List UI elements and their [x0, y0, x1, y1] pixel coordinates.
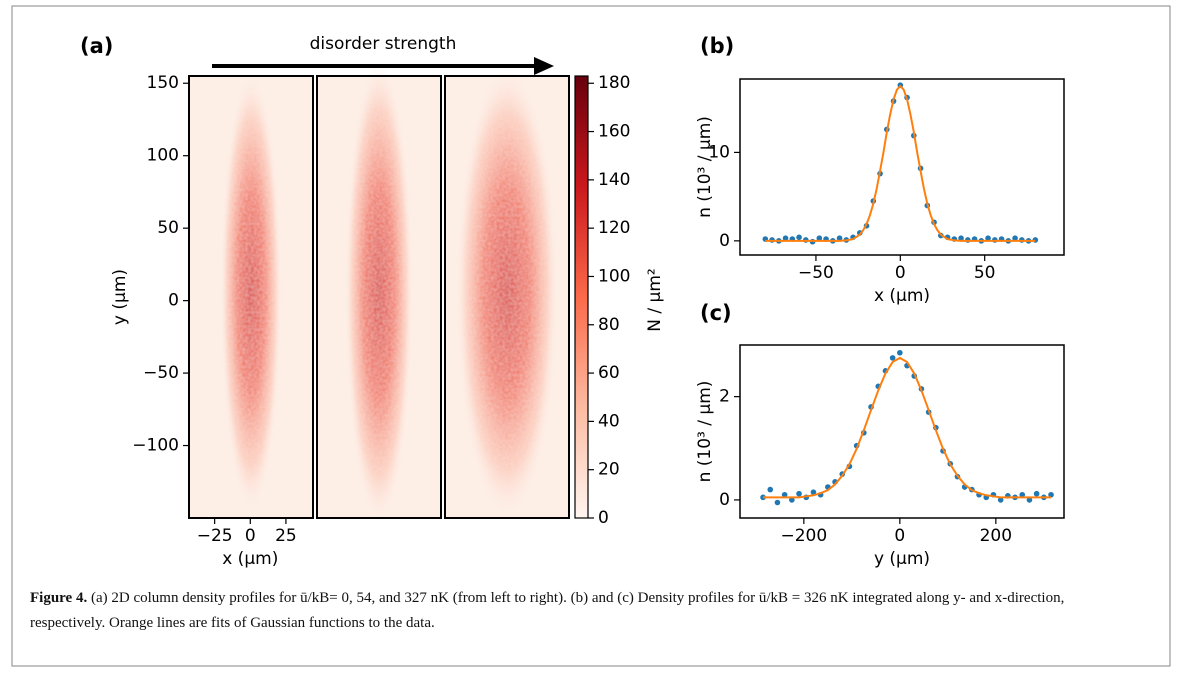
atom-cloud [345, 60, 413, 524]
colorbar-tick-label: 100 [598, 266, 630, 286]
fit-line [765, 84, 1036, 242]
colorbar-tick-label: 120 [598, 218, 630, 238]
panel-label: (a) [80, 34, 113, 58]
panel-label: (c) [700, 301, 732, 325]
data-point [816, 235, 823, 241]
y-tick-label: 10 [708, 142, 730, 162]
data-point [1026, 497, 1033, 503]
y-tick-label: 100 [147, 146, 179, 166]
data-point [836, 235, 843, 241]
image-frame [316, 75, 442, 519]
x-axis-label: x (µm) [874, 286, 930, 306]
data-point [774, 499, 781, 506]
data-point [897, 349, 903, 356]
data-point [1019, 491, 1026, 498]
data-point [985, 235, 991, 241]
y-tick-label: 150 [147, 73, 179, 93]
colorbar-tick-label: 180 [598, 73, 630, 93]
x-axis-label: x (µm) [222, 549, 278, 569]
data-point [1012, 235, 1018, 241]
fit-line [763, 356, 1052, 499]
colorbar-tick-label: 0 [598, 508, 609, 528]
colorbar-tick-label: 40 [598, 411, 620, 431]
caption-label: Figure 4. [30, 590, 88, 606]
image-frame [444, 75, 570, 519]
axes-frame [739, 344, 1065, 519]
colorbar-tick-label: 80 [598, 315, 620, 335]
y-tick-label: 2 [719, 387, 730, 407]
x-tick-label: −25 [197, 526, 233, 546]
x-tick-label: 0 [245, 526, 256, 546]
y-tick-label: 50 [157, 218, 179, 238]
x-tick-label: 0 [895, 263, 906, 283]
data-point [767, 486, 774, 493]
y-axis-label: y (µm) [110, 269, 130, 325]
x-tick-label: 25 [275, 526, 297, 546]
y-tick-label: 0 [168, 291, 179, 311]
data-point [958, 235, 964, 241]
panel-label: (b) [700, 34, 734, 58]
data-point [997, 497, 1004, 503]
x-tick-label: 200 [980, 526, 1012, 546]
caption: Figure 4. (a) 2D column density profiles… [30, 586, 1140, 636]
data-point [889, 355, 896, 361]
y-tick-label: 0 [719, 231, 730, 251]
annotation: disorder strength [310, 34, 457, 54]
y-tick-label: −50 [143, 363, 179, 383]
colorbar-tick-label: 160 [598, 122, 630, 142]
y-tick-label: −100 [132, 436, 179, 456]
data-point [781, 491, 788, 498]
data-point [810, 489, 817, 495]
colorbar-tick-label: 20 [598, 460, 620, 480]
caption-text: (a) 2D column density profiles for ū/kB=… [30, 590, 1065, 631]
data-point [796, 234, 802, 241]
data-point [796, 490, 802, 497]
arrow-head [534, 57, 554, 75]
colorbar-label: N / µm² [645, 268, 665, 331]
x-tick-label: −200 [780, 526, 827, 546]
data-point [1033, 490, 1040, 497]
colorbar-tick-label: 140 [598, 170, 630, 190]
y-axis-label: n (10³ / µm) [695, 116, 715, 218]
x-tick-label: 50 [974, 263, 996, 283]
y-axis-label: n (10³ / µm) [695, 381, 715, 483]
image-frame [188, 75, 314, 519]
data-point [789, 497, 795, 503]
atom-cloud [456, 67, 558, 517]
colorbar-tick-label: 60 [598, 363, 620, 383]
x-axis-label: y (µm) [874, 549, 930, 569]
data-point [1048, 491, 1054, 498]
figure-frame [11, 5, 1171, 667]
x-tick-label: 0 [894, 526, 905, 546]
axes-frame [739, 78, 1065, 256]
colorbar [574, 75, 589, 519]
data-point [782, 235, 789, 241]
atom-cloud [220, 73, 282, 511]
y-tick-label: 0 [719, 490, 730, 510]
x-tick-label: −50 [798, 263, 834, 283]
